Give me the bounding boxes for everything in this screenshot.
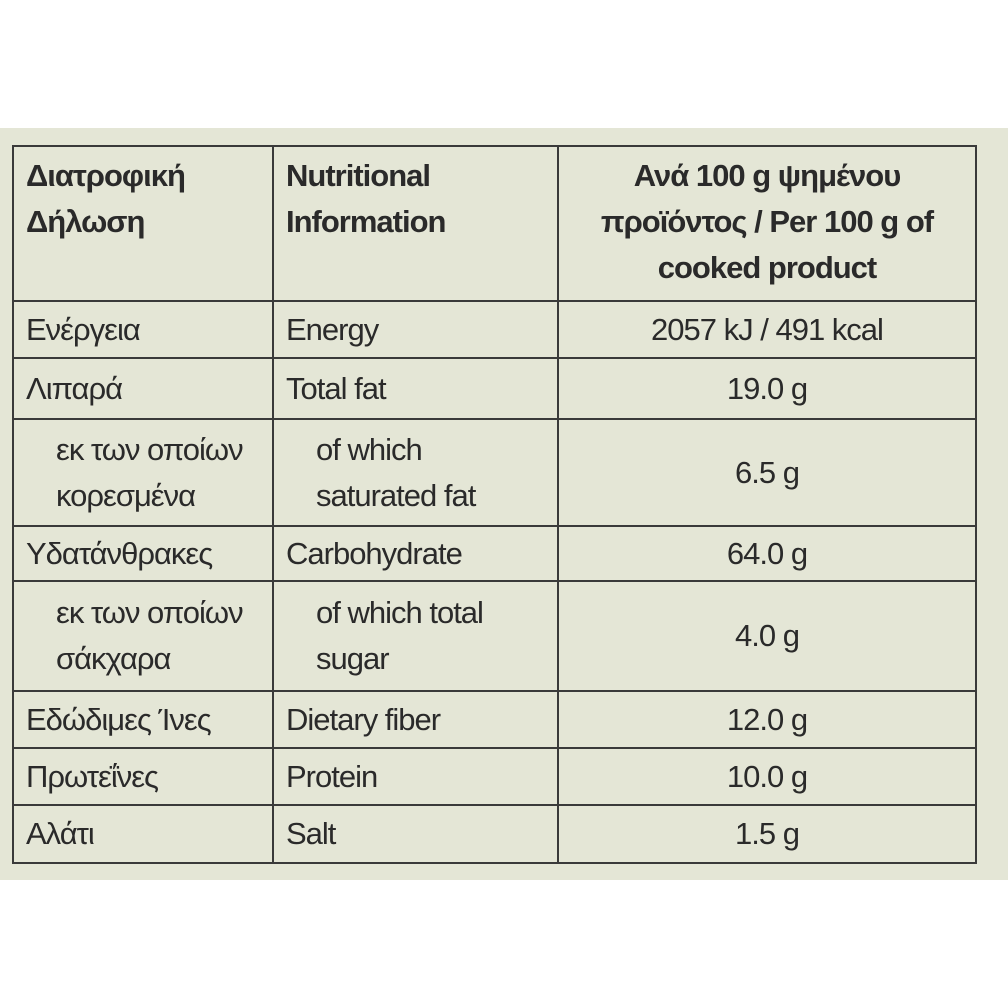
- label-cell: Αλάτι: [12, 804, 274, 864]
- label-cell: Πρωτεΐνες: [12, 747, 274, 806]
- label-cell: Λιπαρά: [12, 357, 274, 420]
- value-cell: 1.5 g: [557, 804, 977, 864]
- value-cell: 19.0 g: [557, 357, 977, 420]
- value-cell: 12.0 g: [557, 690, 977, 749]
- value-cell: 10.0 g: [557, 747, 977, 806]
- table-row: Λιπαρά Total fat 19.0 g: [12, 357, 977, 420]
- value-cell: 4.0 g: [557, 580, 977, 692]
- value-cell: 64.0 g: [557, 525, 977, 582]
- value-cell: 6.5 g: [557, 418, 977, 527]
- label-cell: Dietary fiber: [272, 690, 559, 749]
- header-cell: Διατροφική Δήλωση: [12, 145, 274, 302]
- label-cell: Εδώδιμες Ίνες: [12, 690, 274, 749]
- label-cell: of which total sugar: [272, 580, 559, 692]
- header-row: Διατροφική Δήλωση Nutritional Informatio…: [12, 145, 977, 302]
- table-row: εκ των οποίων σάκχαρα of which total suga…: [12, 580, 977, 692]
- label-cell: Ενέργεια: [12, 300, 274, 359]
- label-cell: Protein: [272, 747, 559, 806]
- header-cell: Ανά 100 g ψημένου προϊόντος / Per 100 g …: [557, 145, 977, 302]
- label-cell: εκ των οποίων κορεσμένα: [12, 418, 274, 527]
- table-row: Υδατάνθρακες Carbohydrate 64.0 g: [12, 525, 977, 582]
- header-cell: Nutritional Information: [272, 145, 559, 302]
- label-cell: Υδατάνθρακες: [12, 525, 274, 582]
- label-cell: Carbohydrate: [272, 525, 559, 582]
- label-cell: of which saturated fat: [272, 418, 559, 527]
- label-cell: Energy: [272, 300, 559, 359]
- table-row: Εδώδιμες Ίνες Dietary fiber 12.0 g: [12, 690, 977, 749]
- table-row: Ενέργεια Energy 2057 kJ / 491 kcal: [12, 300, 977, 359]
- label-cell: εκ των οποίων σάκχαρα: [12, 580, 274, 692]
- value-cell: 2057 kJ / 491 kcal: [557, 300, 977, 359]
- table-row: Αλάτι Salt 1.5 g: [12, 804, 977, 864]
- label-cell: Total fat: [272, 357, 559, 420]
- table-row: εκ των οποίων κορεσμένα of which saturate…: [12, 418, 977, 527]
- table-row: Πρωτεΐνες Protein 10.0 g: [12, 747, 977, 806]
- nutrition-table: Διατροφική Δήλωση Nutritional Informatio…: [12, 145, 977, 864]
- label-photo: Διατροφική Δήλωση Nutritional Informatio…: [0, 128, 1008, 880]
- label-cell: Salt: [272, 804, 559, 864]
